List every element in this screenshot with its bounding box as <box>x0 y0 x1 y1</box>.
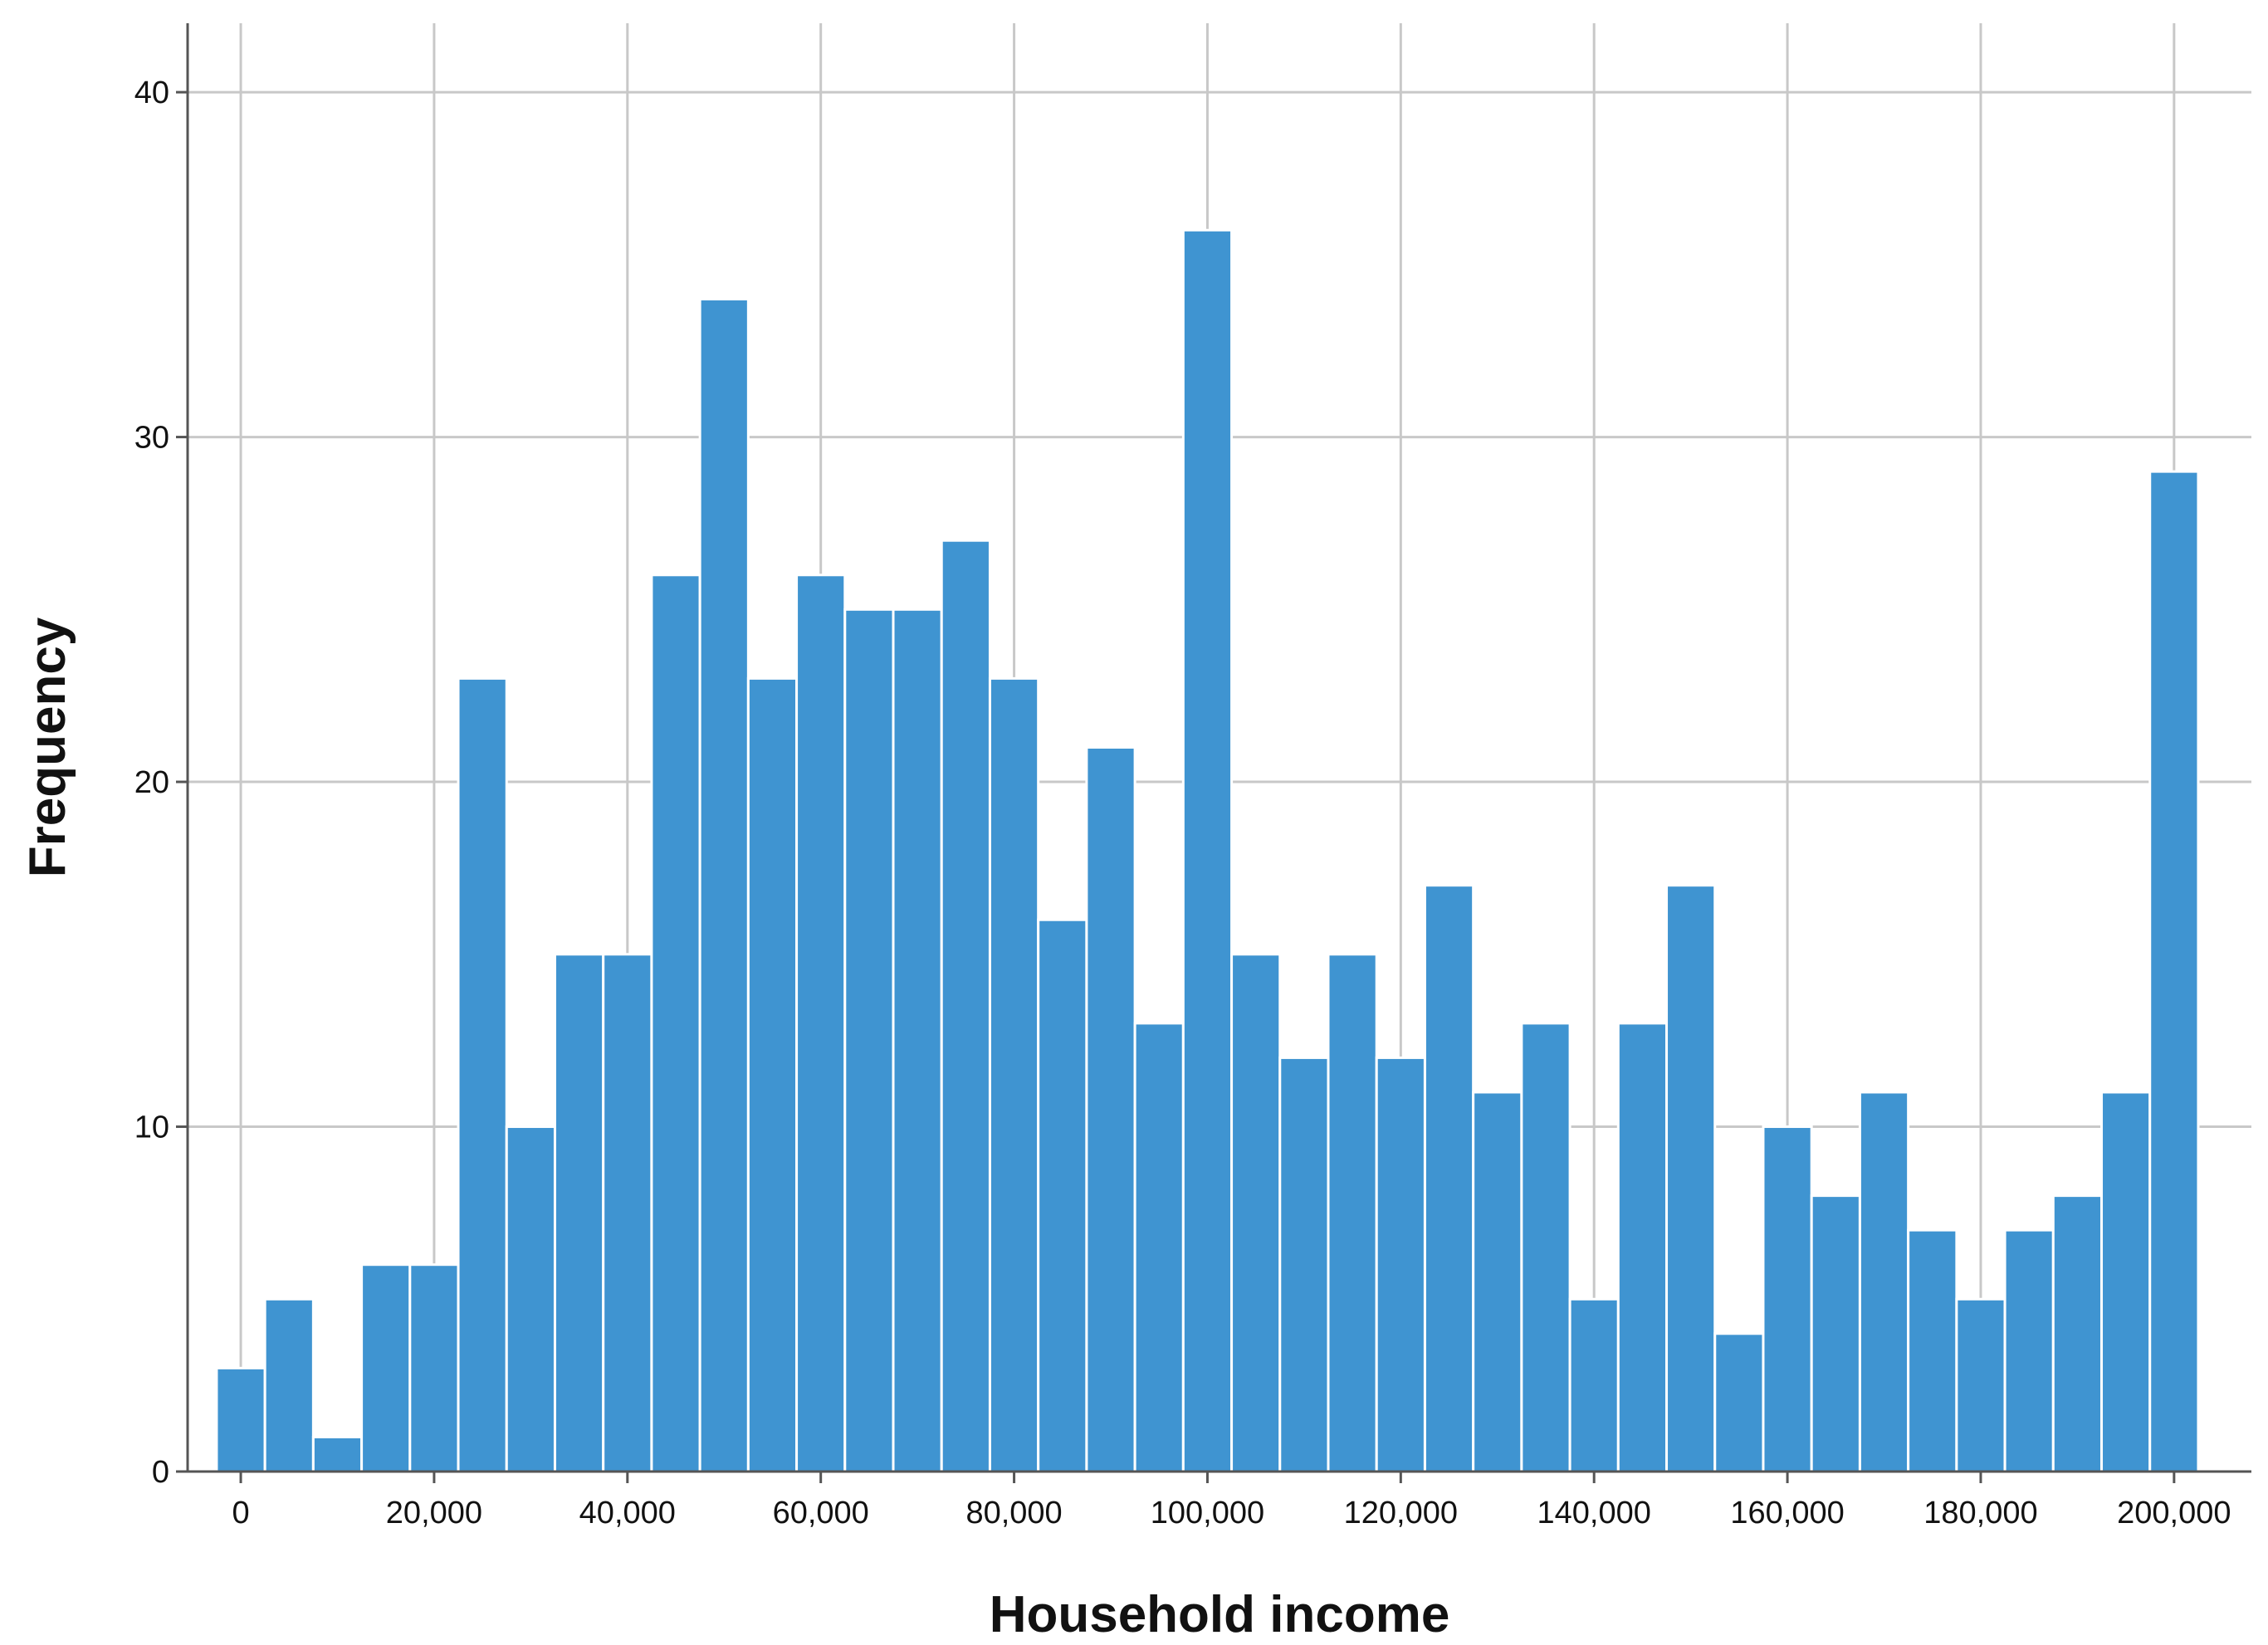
histogram-bar <box>2051 1194 2104 1473</box>
x-tick-label: 0 <box>232 1496 249 1530</box>
histogram-bar <box>988 676 1040 1473</box>
histogram-bar <box>698 297 750 1473</box>
histogram-bar <box>1472 1091 1523 1473</box>
x-tick-label: 100,000 <box>1151 1496 1264 1530</box>
histogram-bar <box>1375 1056 1426 1473</box>
histogram-bar <box>1230 953 1282 1473</box>
y-tick-label: 20 <box>134 765 169 800</box>
histogram-bar <box>553 953 605 1473</box>
x-axis-title: Household income <box>990 1586 1450 1643</box>
histogram-bar <box>263 1297 315 1473</box>
y-tick-label: 40 <box>134 76 169 110</box>
x-tick-label: 180,000 <box>1923 1496 2037 1530</box>
histogram-bar <box>1085 746 1136 1473</box>
y-tick-label: 30 <box>134 421 169 456</box>
histogram-bar <box>457 676 508 1473</box>
histogram-bar <box>1327 953 1378 1473</box>
histogram-bar <box>1858 1091 1910 1473</box>
histogram-bar <box>940 539 991 1473</box>
histogram-bar <box>602 953 653 1473</box>
histogram-bar <box>1568 1297 1620 1473</box>
histogram-bar <box>2003 1228 2055 1473</box>
x-tick-label: 140,000 <box>1537 1496 1651 1530</box>
axes <box>176 23 2251 1483</box>
histogram-bar <box>1037 918 1088 1473</box>
x-tick-label: 60,000 <box>773 1496 869 1530</box>
x-tick-label: 200,000 <box>2117 1496 2231 1530</box>
histogram-bar <box>1762 1125 1813 1473</box>
histogram-bar <box>1907 1228 1958 1473</box>
histogram-bar <box>1955 1297 2006 1473</box>
histogram-bar <box>1423 884 1475 1473</box>
y-tick-label: 10 <box>134 1110 169 1145</box>
histogram-bar <box>1665 884 1717 1473</box>
y-axis-title: Frequency <box>19 617 76 877</box>
histogram-bar <box>1278 1056 1330 1473</box>
y-tick-label: 0 <box>152 1455 169 1490</box>
histogram-bar <box>2100 1091 2152 1473</box>
y-tick-labels: 0 10 20 30 40 <box>134 76 169 1490</box>
x-tick-labels: 0 20,000 40,000 60,000 80,000 100,000 120,000 1… <box>232 1496 2231 1530</box>
x-tick-label: 120,000 <box>1344 1496 1458 1530</box>
histogram-bar <box>2148 470 2200 1473</box>
histogram-bar <box>360 1263 412 1473</box>
histogram-bar <box>892 608 943 1473</box>
histogram-bar <box>215 1366 266 1473</box>
histogram-bar <box>1810 1194 1861 1473</box>
histogram-bar <box>1520 1022 1571 1473</box>
histogram-bar <box>1616 1022 1669 1473</box>
histogram-bar <box>746 676 799 1473</box>
histogram-bar <box>1713 1332 1765 1473</box>
histogram-bar <box>650 574 701 1473</box>
histogram-bar <box>795 574 847 1473</box>
x-tick-label: 40,000 <box>579 1496 676 1530</box>
histogram-bar <box>505 1125 556 1473</box>
x-tick-label: 160,000 <box>1730 1496 1844 1530</box>
histogram-bar <box>311 1435 364 1473</box>
x-tick-label: 80,000 <box>965 1496 1062 1530</box>
histogram-bar <box>1181 228 1234 1473</box>
histogram-bar <box>408 1263 460 1473</box>
x-tick-label: 20,000 <box>386 1496 482 1530</box>
histogram-bar <box>843 608 895 1473</box>
histogram-bar <box>1133 1022 1185 1473</box>
histogram-bars <box>215 228 2200 1473</box>
